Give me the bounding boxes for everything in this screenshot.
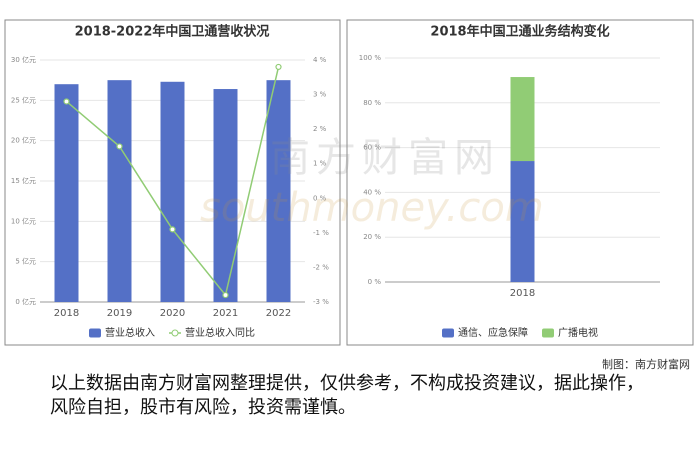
legend-label: 营业总收入同比 xyxy=(185,326,255,339)
point xyxy=(169,226,176,233)
y-tick-label: 80 % xyxy=(363,99,381,107)
legend-label: 广播电视 xyxy=(558,326,598,339)
y2-tick-label: 1 % xyxy=(313,160,327,168)
watermark: 南方财富网 xyxy=(270,135,500,181)
x-tick-label: 2019 xyxy=(107,308,132,319)
y-tick-label: 100 % xyxy=(359,54,382,62)
y2-tick-label: -1 % xyxy=(313,229,329,237)
bar xyxy=(160,81,185,302)
chart-title: 2018年中国卫通业务结构变化 xyxy=(430,24,609,40)
y-tick-label: 15 亿元 xyxy=(11,176,36,185)
chart-title: 2018-2022年中国卫通营收状况 xyxy=(75,24,270,40)
y2-tick-label: 4 % xyxy=(313,56,327,64)
point xyxy=(116,143,123,150)
point xyxy=(222,291,229,299)
y2-tick-label: 3 % xyxy=(313,91,327,99)
bar xyxy=(54,84,79,302)
y-tick-label: 5 亿元 xyxy=(15,257,36,266)
y-tick-label: 40 % xyxy=(363,188,381,196)
y-tick-label: 20 % xyxy=(363,233,381,241)
bar xyxy=(510,161,535,282)
panel xyxy=(346,19,694,346)
y2-tick-label: 2 % xyxy=(313,125,327,133)
bar xyxy=(213,89,238,302)
watermark: southmoney.com xyxy=(200,185,544,231)
legend-label: 通信、应急保障 xyxy=(458,326,528,339)
y-tick-label: 60 % xyxy=(363,144,381,152)
y-tick-label: 10 亿元 xyxy=(11,216,36,225)
point xyxy=(63,98,70,105)
y2-tick-label: 0 % xyxy=(313,194,327,202)
legend-label: 营业总收入 xyxy=(105,326,155,339)
disclaimer: 以上数据由南方财富网整理提供，仅供参考，不构成投资建议，据此操作，风险自担，股市… xyxy=(50,373,644,418)
legend-swatch xyxy=(442,328,454,338)
y2-tick-label: -3 % xyxy=(313,298,329,306)
x-tick-label: 2022 xyxy=(266,308,291,319)
y-tick-label: 0 亿元 xyxy=(15,297,36,306)
legend-swatch xyxy=(89,328,101,338)
y-tick-label: 20 亿元 xyxy=(11,136,36,145)
bar xyxy=(510,77,535,162)
y-tick-label: 25 亿元 xyxy=(11,95,36,104)
legend-swatch xyxy=(171,329,179,337)
bar xyxy=(266,80,291,303)
point xyxy=(275,63,282,71)
legend-swatch xyxy=(542,328,554,338)
x-tick-label: 2018 xyxy=(510,288,535,299)
y-tick-label: 0 % xyxy=(368,278,382,286)
x-tick-label: 2018 xyxy=(54,308,79,319)
x-tick-label: 2021 xyxy=(213,308,238,319)
source: 制图：南方财富网 xyxy=(602,357,690,371)
y2-tick-label: -2 % xyxy=(313,263,329,271)
x-tick-label: 2020 xyxy=(160,308,185,319)
bar xyxy=(107,80,132,303)
panel xyxy=(4,19,341,346)
y-tick-label: 30 亿元 xyxy=(11,55,36,64)
